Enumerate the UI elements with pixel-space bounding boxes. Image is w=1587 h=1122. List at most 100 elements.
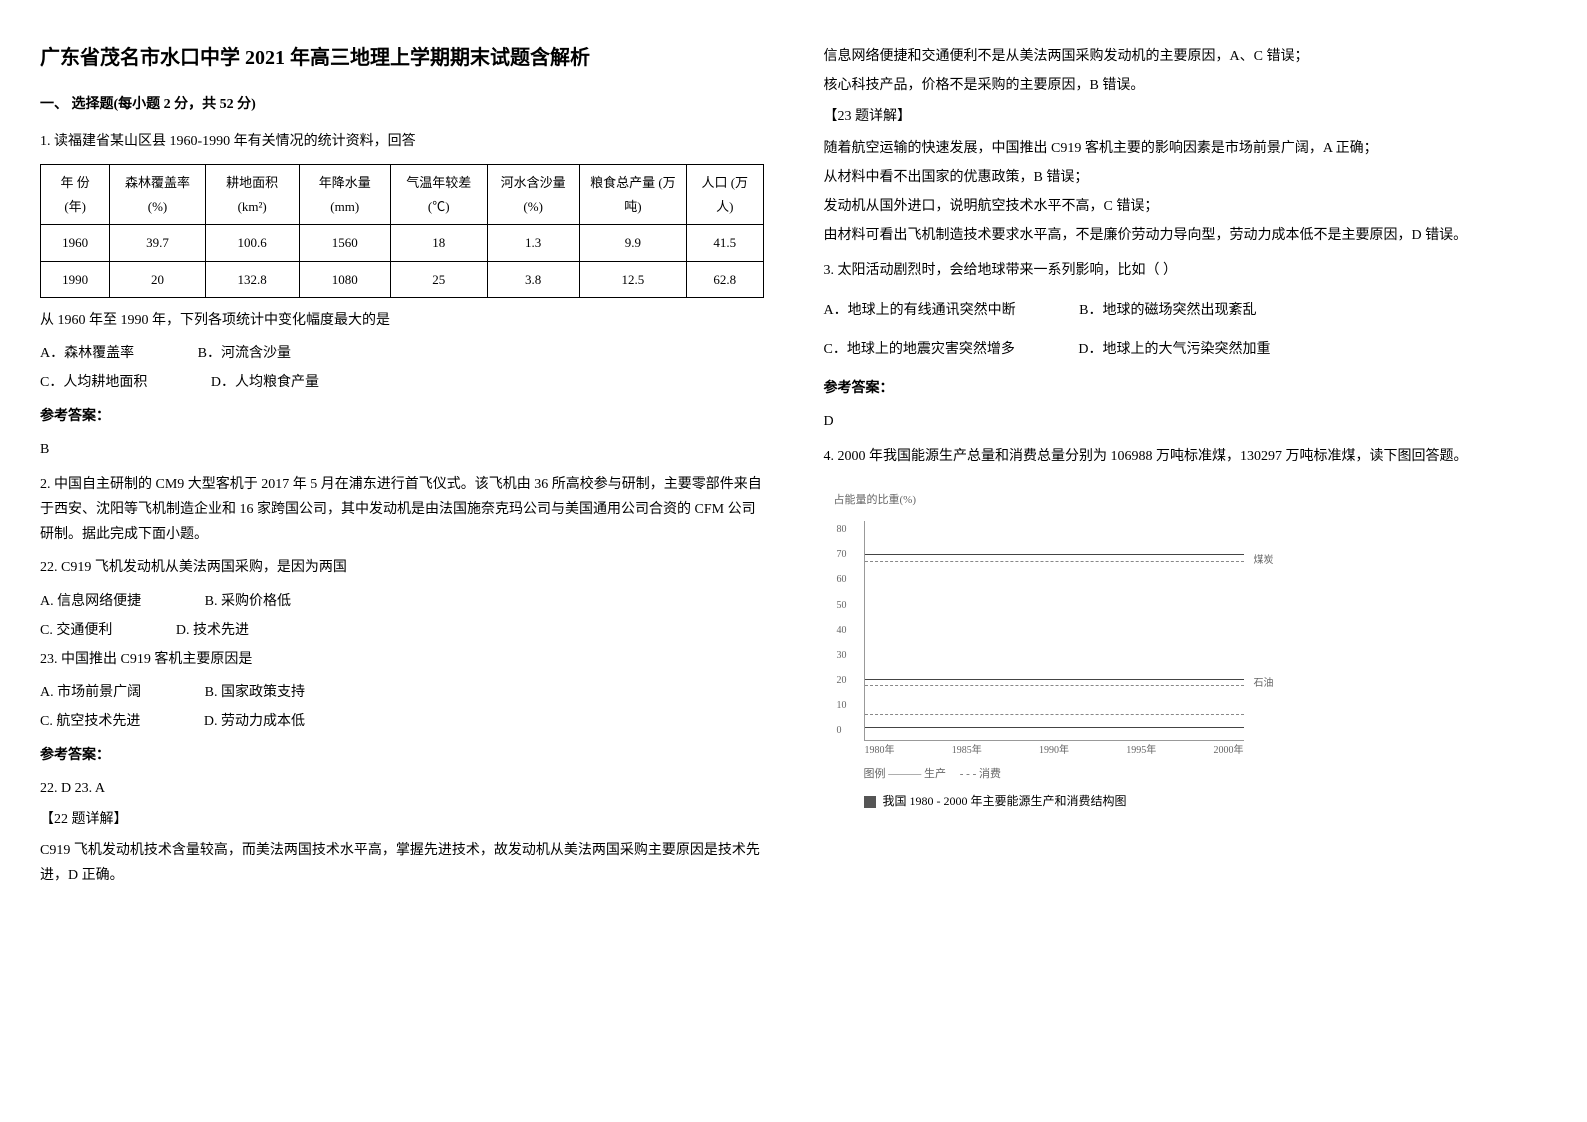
table-header-cell: 森林覆盖率 (%)	[110, 165, 205, 225]
q2-sub22-c: C. 交通便利	[40, 618, 112, 643]
other-line-1	[865, 714, 1244, 715]
q2-sub23-a: A. 市场前景广阔	[40, 680, 141, 705]
ytick: 40	[837, 622, 847, 640]
q3-option-b: B．地球的磁场突然出现紊乱	[1079, 298, 1256, 323]
table-cell: 62.8	[687, 261, 763, 297]
q2-answer-header: 参考答案：	[40, 743, 764, 768]
q4-chart-container: 占能量的比重(%) 80 70 60 50 40 30 20 10 0	[824, 481, 1548, 822]
q2-exp22-2: 信息网络便捷和交通便利不是从美法两国采购发动机的主要原因，A、C 错误；	[824, 44, 1548, 69]
ytick: 60	[837, 571, 847, 589]
question-2: 2. 中国自主研制的 CM9 大型客机于 2017 年 5 月在浦东进行首飞仪式…	[40, 472, 764, 889]
ytick: 50	[837, 597, 847, 615]
table-cell: 1560	[299, 225, 390, 261]
chart-xaxis: 1980年 1985年 1990年 1995年 2000年	[865, 742, 1244, 760]
q1-answer-header: 参考答案：	[40, 404, 764, 429]
left-column: 广东省茂名市水口中学 2021 年高三地理上学期期末试题含解析 一、 选择题(每…	[40, 40, 764, 899]
q3-option-cd: C．地球上的地震灾害突然增多 D．地球上的大气污染突然加重	[824, 337, 1548, 362]
xtick: 2000年	[1214, 742, 1244, 760]
q2-sub23-b: B. 国家政策支持	[205, 680, 305, 705]
legend-dash: - - - 消费	[960, 768, 1001, 780]
table-cell: 41.5	[687, 225, 763, 261]
q2-exp22-header: 【22 题详解】	[40, 807, 764, 832]
xtick: 1980年	[865, 742, 895, 760]
q3-option-d: D．地球上的大气污染突然加重	[1078, 337, 1270, 362]
q3-answer: D	[824, 409, 1548, 434]
chart-yaxis: 80 70 60 50 40 30 20 10 0	[837, 521, 847, 740]
question-4: 4. 2000 年我国能源生产总量和消费总量分别为 106988 万吨标准煤，1…	[824, 444, 1548, 822]
question-1: 1. 读福建省某山区县 1960-1990 年有关情况的统计资料，回答 年 份 …	[40, 129, 764, 462]
q2-sub23-ab: A. 市场前景广阔 B. 国家政策支持	[40, 680, 764, 705]
q2-sub22-ab: A. 信息网络便捷 B. 采购价格低	[40, 589, 764, 614]
q2-exp23-4: 由材料可看出飞机制造技术要求水平高，不是廉价劳动力导向型，劳动力成本低不是主要原…	[824, 223, 1548, 248]
q3-options: A．地球上的有线通讯突然中断 B．地球的磁场突然出现紊乱 C．地球上的地震灾害突…	[824, 298, 1548, 362]
table-header-cell: 气温年较差 (℃)	[390, 165, 487, 225]
oil-production-line	[865, 679, 1244, 680]
table-header-cell: 耕地面积 (km²)	[205, 165, 299, 225]
table-cell: 39.7	[110, 225, 205, 261]
q2-exp23-1: 随着航空运输的快速发展，中国推出 C919 客机主要的影响因素是市场前景广阔，A…	[824, 136, 1548, 161]
q4-prompt: 4. 2000 年我国能源生产总量和消费总量分别为 106988 万吨标准煤，1…	[824, 444, 1548, 469]
section-header: 一、 选择题(每小题 2 分，共 52 分)	[40, 92, 764, 117]
q3-prompt: 3. 太阳活动剧烈时，会给地球带来一系列影响，比如（ ）	[824, 258, 1548, 283]
xtick: 1990年	[1039, 742, 1069, 760]
q1-option-c: C．人均耕地面积	[40, 370, 147, 395]
q2-exp23-2: 从材料中看不出国家的优惠政策，B 错误；	[824, 165, 1548, 190]
q3-option-a: A．地球上的有线通讯突然中断	[824, 298, 1016, 323]
q2-sub22-d: D. 技术先进	[176, 618, 249, 643]
coal-label: 煤炭	[1254, 552, 1274, 570]
q3-option-ab: A．地球上的有线通讯突然中断 B．地球的磁场突然出现紊乱	[824, 298, 1548, 323]
table-cell: 132.8	[205, 261, 299, 297]
other-line-2	[865, 727, 1244, 728]
q1-option-b: B．河流含沙量	[198, 341, 291, 366]
q2-sub23-cd: C. 航空技术先进 D. 劳动力成本低	[40, 709, 764, 734]
q2-exp23-3: 发动机从国外进口，说明航空技术水平不高，C 错误；	[824, 194, 1548, 219]
table-cell: 1080	[299, 261, 390, 297]
q3-option-c: C．地球上的地震灾害突然增多	[824, 337, 1015, 362]
table-cell: 18	[390, 225, 487, 261]
table-header-cell: 河水含沙量(%)	[487, 165, 579, 225]
q2-prompt: 2. 中国自主研制的 CM9 大型客机于 2017 年 5 月在浦东进行首飞仪式…	[40, 472, 764, 548]
table-cell: 20	[110, 261, 205, 297]
table-row: 1990 20 132.8 1080 25 3.8 12.5 62.8	[41, 261, 764, 297]
q1-option-d: D．人均粮食产量	[211, 370, 319, 395]
table-header-cell: 年 份 (年)	[41, 165, 110, 225]
question-3: 3. 太阳活动剧烈时，会给地球带来一系列影响，比如（ ） A．地球上的有线通讯突…	[824, 258, 1548, 434]
q2-sub22-cd: C. 交通便利 D. 技术先进	[40, 618, 764, 643]
q2-exp22-3: 核心科技产品，价格不是采购的主要原因，B 错误。	[824, 73, 1548, 98]
q2-sub22: 22. C919 飞机发动机从美法两国采购，是因为两国	[40, 555, 764, 580]
chart-legend: 图例 ——— 生产 - - - 消费	[864, 765, 1538, 785]
table-header-cell: 粮食总产量 (万吨)	[579, 165, 686, 225]
table-cell: 100.6	[205, 225, 299, 261]
q2-sub23-c: C. 航空技术先进	[40, 709, 140, 734]
ytick: 10	[837, 697, 847, 715]
caption-square-icon	[864, 796, 876, 808]
oil-consumption-line	[865, 685, 1244, 686]
xtick: 1985年	[952, 742, 982, 760]
q2-answer: 22. D 23. A	[40, 776, 764, 801]
q2-sub22-a: A. 信息网络便捷	[40, 589, 141, 614]
table-cell: 1990	[41, 261, 110, 297]
coal-consumption-line	[865, 561, 1244, 562]
q2-exp22-1: C919 飞机发动机技术含量较高，而美法两国技术水平高，掌握先进技术，故发动机从…	[40, 838, 764, 888]
q1-data-table: 年 份 (年) 森林覆盖率 (%) 耕地面积 (km²) 年降水量(mm) 气温…	[40, 164, 764, 298]
chart-caption: 我国 1980 - 2000 年主要能源生产和消费结构图	[864, 791, 1538, 813]
table-header-row: 年 份 (年) 森林覆盖率 (%) 耕地面积 (km²) 年降水量(mm) 气温…	[41, 165, 764, 225]
q2-sub23: 23. 中国推出 C919 客机主要原因是	[40, 647, 764, 672]
ytick: 20	[837, 672, 847, 690]
q1-prompt: 1. 读福建省某山区县 1960-1990 年有关情况的统计资料，回答	[40, 129, 764, 154]
q2-sub23-d: D. 劳动力成本低	[204, 709, 305, 734]
ytick: 30	[837, 647, 847, 665]
energy-chart: 80 70 60 50 40 30 20 10 0 煤炭	[864, 521, 1244, 741]
chart-ylabel: 占能量的比重(%)	[834, 491, 1538, 511]
ytick: 70	[837, 546, 847, 564]
q1-options: A．森林覆盖率 B．河流含沙量 C．人均耕地面积 D．人均粮食产量	[40, 341, 764, 395]
q2-exp23-header: 【23 题详解】	[824, 104, 1548, 129]
table-cell: 9.9	[579, 225, 686, 261]
table-header-cell: 年降水量(mm)	[299, 165, 390, 225]
table-header-cell: 人口 (万人)	[687, 165, 763, 225]
table-cell: 12.5	[579, 261, 686, 297]
right-column: 信息网络便捷和交通便利不是从美法两国采购发动机的主要原因，A、C 错误； 核心科…	[824, 40, 1548, 899]
page-container: 广东省茂名市水口中学 2021 年高三地理上学期期末试题含解析 一、 选择题(每…	[40, 40, 1547, 899]
q1-option-a: A．森林覆盖率	[40, 341, 134, 366]
q1-option-cd: C．人均耕地面积 D．人均粮食产量	[40, 370, 764, 395]
